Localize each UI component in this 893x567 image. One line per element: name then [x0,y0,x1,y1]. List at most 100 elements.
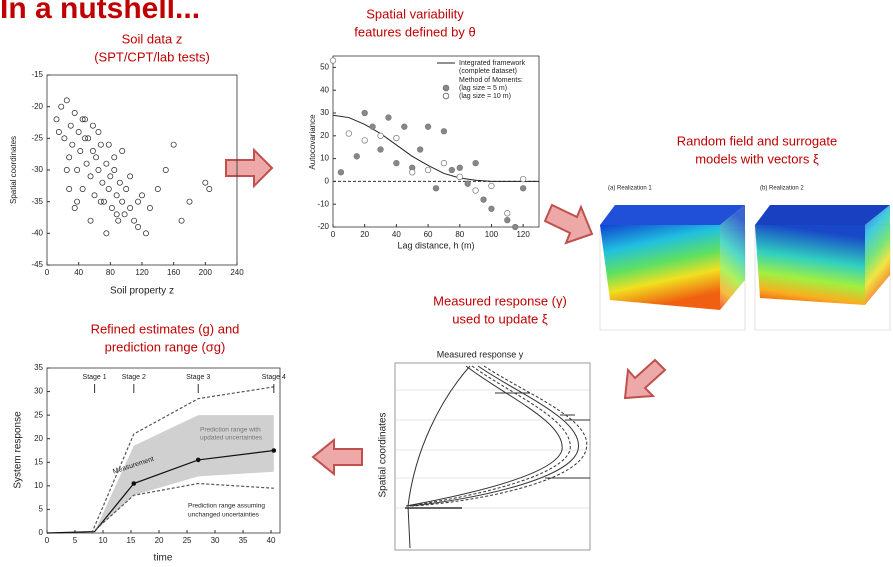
scatter-point [457,165,463,171]
legend-text: (lag size = 10 m) [459,93,511,100]
x-tick-label: 60 [424,230,433,239]
y-tick-label: 25 [34,410,43,419]
scatter-point [402,124,408,130]
y-tick-label: 40 [320,85,329,94]
scatter-point [67,186,72,191]
x-tick-label: 0 [45,536,50,545]
panel-title: models with vectors ξ [695,151,819,166]
plot-frame [47,75,237,265]
scatter-point [338,169,344,175]
scatter-point [362,110,368,116]
slide-title: In a nutshell... [0,0,200,25]
x-tick-label: 200 [199,268,213,277]
x-tick-label: 20 [155,536,164,545]
y-tick-label: -40 [31,228,43,237]
scatter-point [520,185,526,191]
x-tick-label: 240 [230,268,244,277]
x-axis-label: time [154,553,173,564]
scatter-point [135,199,140,204]
x-tick-label: 80 [106,268,115,277]
y-tick-label: 20 [320,131,329,140]
scatter-point [354,154,360,160]
scatter-point [98,142,103,147]
stage-label: Stage 4 [262,374,286,381]
arrow [313,440,362,474]
scatter-point [207,186,212,191]
scatter-point [124,186,129,191]
x-tick-label: 35 [239,536,248,545]
panel-title: Random field and surrogate [677,133,837,148]
scatter-point [84,161,89,166]
scatter-point [67,155,72,160]
stage-label: Stage 3 [186,374,210,381]
scatter-point [370,124,376,130]
x-tick-label: 0 [45,268,50,277]
scatter-point [100,180,105,185]
scatter-point [122,212,127,217]
scatter-point [74,199,79,204]
x-tick-label: 15 [127,536,136,545]
scatter-point [417,147,423,153]
y-tick-label: 30 [34,387,43,396]
y-tick-label: 5 [39,505,44,514]
x-tick-label: 5 [73,536,78,545]
x-axis-label: Lag distance, h (m) [397,240,474,250]
scatter-point [78,148,83,153]
block-front [600,225,720,310]
scatter-point [128,174,133,179]
measurement-point [132,481,137,486]
scatter-point [88,174,93,179]
scatter-point [72,110,77,115]
legend-marker [443,93,449,99]
arrow [625,360,665,398]
scatter-point [147,205,152,210]
scatter-point [96,167,101,172]
y-axis-label: Autocovariance [308,114,317,170]
scatter-point [80,186,85,191]
scatter-point [104,161,109,166]
panel-title: used to update ξ [452,311,548,326]
panel-title: Refined estimates (g) and [91,321,240,336]
annotation: unchanged uncertainties [188,512,260,519]
scatter-point [68,123,73,128]
y-axis-label: System response [13,411,24,489]
scatter-point [139,193,144,198]
covariance-curve [333,115,539,181]
y-tick-label: -35 [31,197,43,206]
scatter-point [106,142,111,147]
x-tick-label: 25 [183,536,192,545]
scatter-point [465,181,471,187]
scatter-point [120,199,125,204]
scatter-point [108,174,113,179]
arrow [226,150,272,186]
panel-title: features defined by θ [354,24,475,39]
scatter-point [109,205,114,210]
scatter-point [425,167,431,173]
y-tick-label: -15 [31,70,43,79]
x-tick-label: 160 [167,268,181,277]
panel-title: Spatial variability [366,6,464,21]
y-tick-label: 0 [325,177,330,186]
x-tick-label: 120 [135,268,149,277]
x-tick-label: 30 [211,536,220,545]
x-tick-label: 100 [485,230,499,239]
scatter-point [114,193,119,198]
scatter-point [330,58,336,64]
scatter-point [74,167,79,172]
legend-marker [443,85,449,91]
scatter-point [520,176,526,182]
scatter-point [88,218,93,223]
scatter-point [98,199,103,204]
slide: In a nutshell... Soil data z(SPT/CPT/lab [0,0,893,567]
block-top [600,205,745,225]
response-curve [410,366,579,506]
stage-label: Stage 1 [83,374,107,381]
scatter-point [346,131,352,137]
scatter-point [64,167,69,172]
scatter-point [163,167,168,172]
scatter-point [449,167,455,173]
scatter-point [433,185,439,191]
scatter-point [473,188,479,194]
scatter-point [441,160,447,166]
scatter-point [54,117,59,122]
